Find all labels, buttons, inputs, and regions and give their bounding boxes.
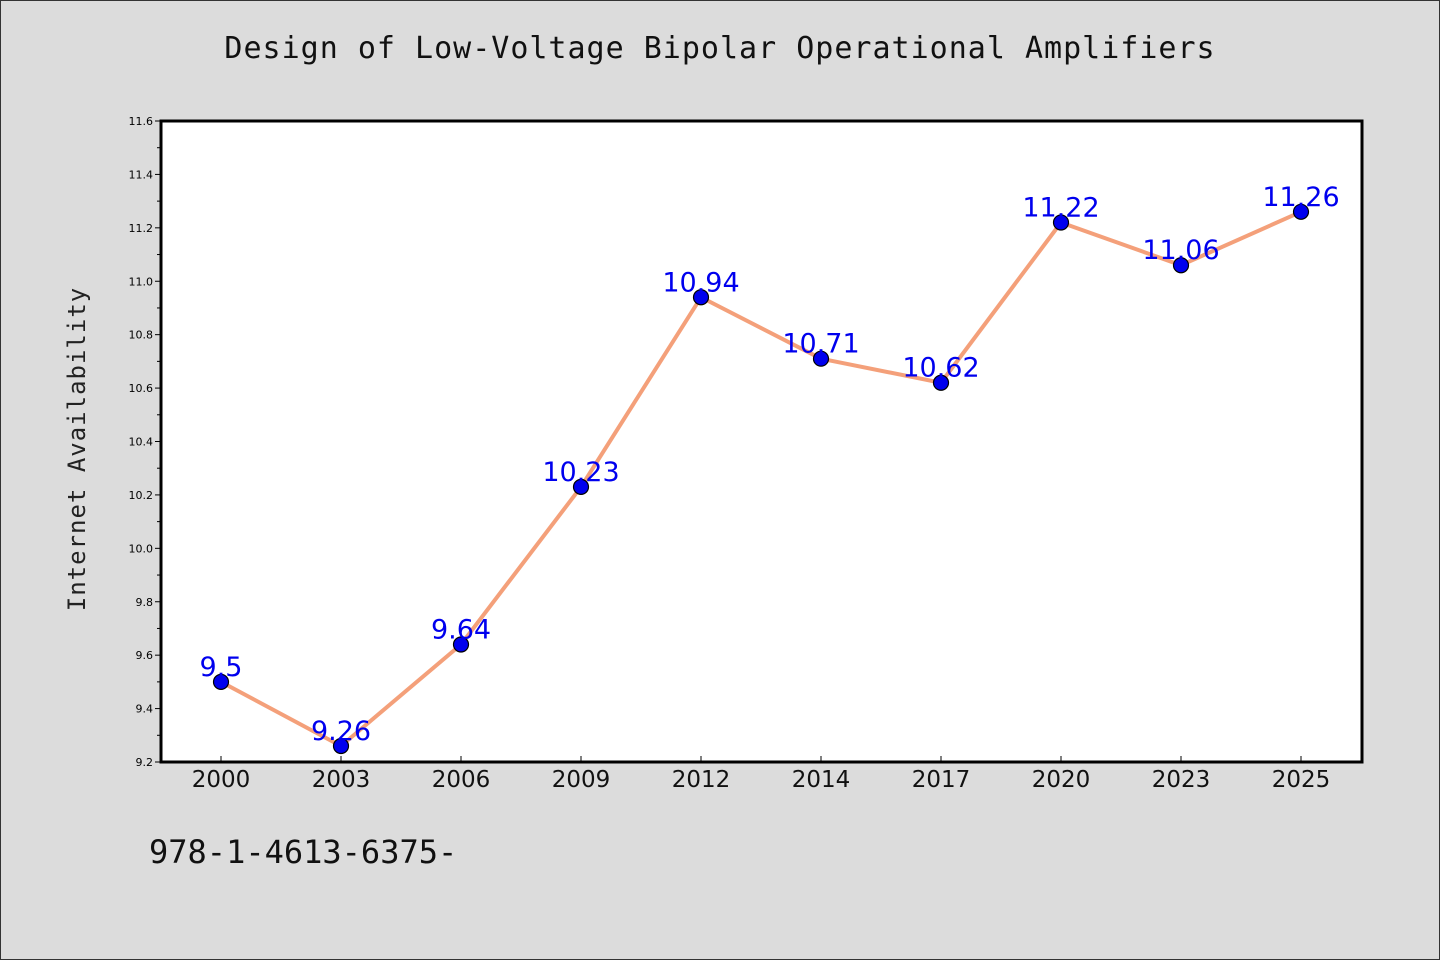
data-point [332, 737, 350, 755]
data-point [572, 478, 590, 496]
data-point [1292, 203, 1310, 220]
series-line [220, 209, 1302, 748]
y-tick-label: 9.6 [136, 649, 154, 662]
plot-area [159, 119, 1364, 764]
data-label: 9.64 [431, 614, 491, 645]
y-tick-label: 10.4 [129, 436, 154, 449]
x-tick-label: 2023 [1152, 767, 1211, 793]
data-label: 9.5 [200, 652, 243, 683]
data-label: 10.62 [902, 353, 979, 384]
data-point [452, 636, 470, 653]
data-label: 11.06 [1142, 235, 1219, 266]
x-tick-label: 2009 [552, 767, 611, 793]
y-tick-label: 11.6 [129, 115, 154, 128]
data-labels: 9.5 9.26 9.64 10.23 10.94 10.71 10.62 11.22 11.0… [200, 182, 1340, 747]
y-tick-label: 11.4 [129, 168, 154, 181]
x-tick-label: 2012 [672, 767, 731, 793]
isbn-text: 978-1-4613-6375- [149, 833, 458, 871]
x-tick-label: 2014 [792, 767, 851, 793]
data-label: 9.26 [311, 716, 371, 747]
x-tick-label: 2000 [192, 767, 251, 793]
y-tick-label: 9.2 [136, 756, 154, 769]
y-axis: 9.2 9.4 9.6 9.8 10.0 10.2 10.4 10.6 10.8 11.0 11.2… [129, 115, 161, 769]
x-axis: 2000 2003 2006 2009 2012 2014 2017 2020 2023 2025 [192, 756, 1331, 793]
y-tick-label: 10.8 [129, 329, 154, 342]
y-tick-label: 11.2 [129, 222, 154, 235]
data-label: 10.71 [782, 329, 859, 360]
data-label: 11.22 [1022, 192, 1099, 223]
data-points [212, 203, 1310, 755]
data-point [812, 350, 830, 367]
x-tick-label: 2025 [1272, 767, 1331, 793]
data-point [692, 289, 710, 306]
data-label: 11.26 [1262, 182, 1339, 213]
y-tick-label: 10.2 [129, 489, 154, 502]
data-point [212, 673, 230, 690]
series-line-group [220, 209, 1302, 748]
chart-title: Design of Low-Voltage Bipolar Operationa… [224, 31, 1216, 66]
y-tick-label: 9.4 [136, 703, 154, 716]
data-point [1172, 257, 1190, 274]
x-tick-label: 2006 [432, 767, 491, 793]
data-point [932, 374, 950, 391]
x-tick-label: 2003 [312, 767, 371, 793]
data-label: 10.94 [662, 267, 739, 298]
y-tick-label: 10.0 [129, 542, 154, 555]
data-label: 10.23 [542, 457, 619, 488]
x-tick-label: 2017 [912, 767, 971, 793]
y-tick-label: 9.8 [136, 596, 154, 609]
y-tick-label: 10.6 [129, 382, 154, 395]
x-tick-label: 2020 [1032, 767, 1091, 793]
data-point [1052, 214, 1070, 231]
y-tick-label: 11.0 [129, 275, 154, 288]
